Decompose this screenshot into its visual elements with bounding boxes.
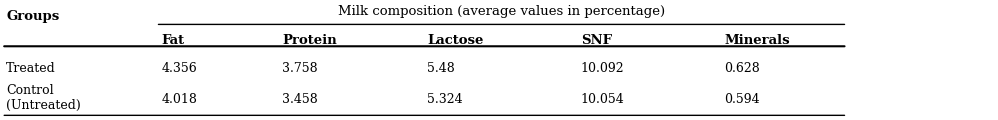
Text: 5.48: 5.48 <box>427 62 455 75</box>
Text: 10.054: 10.054 <box>581 93 625 106</box>
Text: 0.594: 0.594 <box>725 93 760 106</box>
Text: 3.458: 3.458 <box>282 93 318 106</box>
Text: Protein: Protein <box>282 34 337 47</box>
Text: Lactose: Lactose <box>427 34 483 47</box>
Text: SNF: SNF <box>581 34 612 47</box>
Text: 5.324: 5.324 <box>427 93 463 106</box>
Text: Control
(Untreated): Control (Untreated) <box>6 84 81 112</box>
Text: Fat: Fat <box>162 34 185 47</box>
Text: 4.018: 4.018 <box>162 93 198 106</box>
Text: 10.092: 10.092 <box>581 62 625 75</box>
Text: Treated: Treated <box>6 62 56 75</box>
Text: Groups: Groups <box>6 10 60 23</box>
Text: 3.758: 3.758 <box>282 62 318 75</box>
Text: Minerals: Minerals <box>725 34 790 47</box>
Text: 4.356: 4.356 <box>162 62 198 75</box>
Text: Milk composition (average values in percentage): Milk composition (average values in perc… <box>338 5 665 18</box>
Text: 0.628: 0.628 <box>725 62 760 75</box>
